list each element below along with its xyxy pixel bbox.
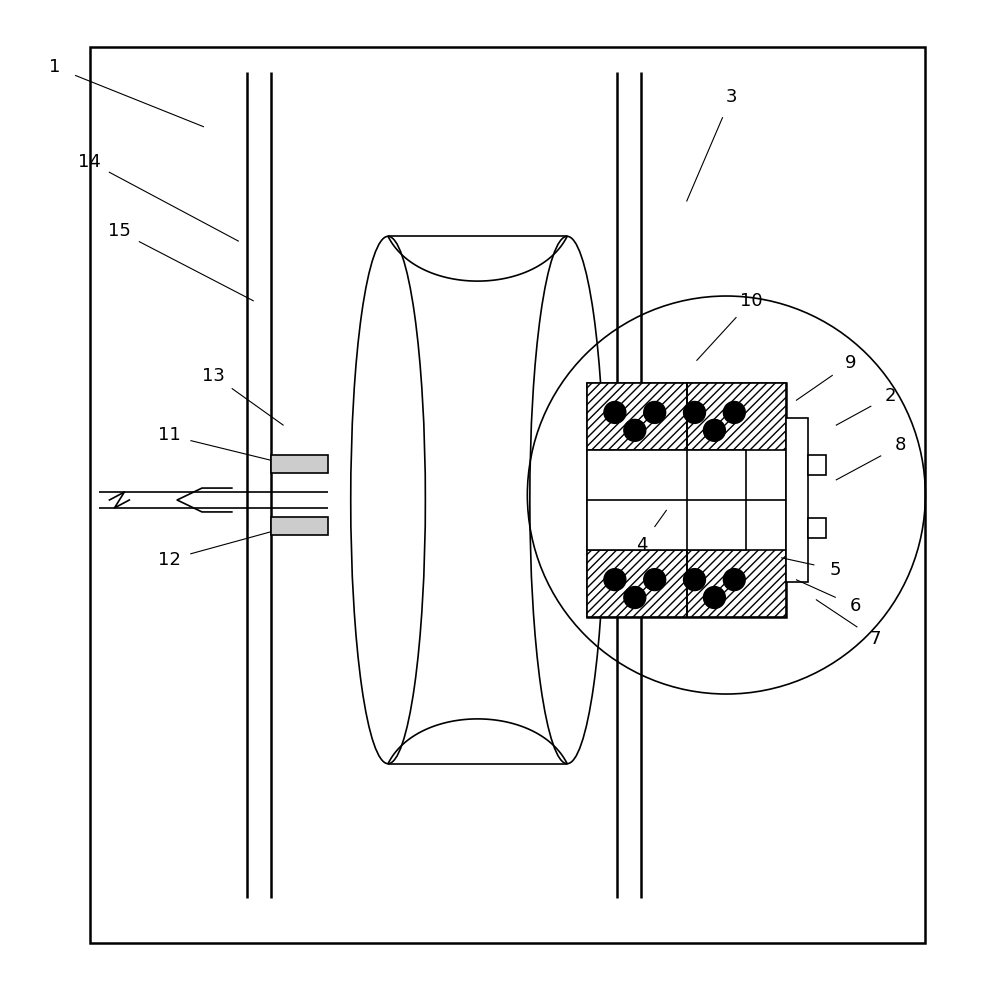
- Circle shape: [683, 401, 705, 423]
- Circle shape: [623, 587, 645, 608]
- Bar: [785, 418, 807, 582]
- Text: 12: 12: [158, 551, 180, 569]
- Text: 4: 4: [635, 536, 647, 554]
- Circle shape: [643, 569, 665, 591]
- Text: 6: 6: [849, 597, 861, 615]
- Text: 3: 3: [725, 88, 737, 106]
- Bar: [586, 450, 746, 550]
- Circle shape: [603, 401, 625, 423]
- Circle shape: [723, 401, 745, 423]
- Bar: [89, 47, 924, 943]
- Bar: [686, 383, 785, 450]
- Text: 15: 15: [108, 222, 130, 240]
- Text: 2: 2: [884, 387, 896, 405]
- Text: 11: 11: [158, 426, 180, 444]
- Bar: [586, 383, 686, 450]
- Circle shape: [683, 569, 705, 591]
- Circle shape: [703, 587, 725, 608]
- Text: 13: 13: [203, 367, 225, 385]
- Bar: [270, 517, 328, 535]
- Bar: [270, 455, 328, 473]
- Bar: [807, 455, 825, 475]
- Circle shape: [623, 419, 645, 441]
- Text: 7: 7: [869, 630, 881, 648]
- Bar: [807, 518, 825, 538]
- Bar: [586, 383, 785, 617]
- Circle shape: [703, 419, 725, 441]
- Text: 10: 10: [740, 292, 761, 310]
- Ellipse shape: [350, 236, 425, 764]
- Text: 14: 14: [79, 153, 100, 171]
- Text: 1: 1: [49, 58, 61, 76]
- Text: 8: 8: [894, 436, 906, 454]
- Circle shape: [723, 569, 745, 591]
- Bar: [586, 550, 686, 617]
- Text: 5: 5: [829, 561, 841, 579]
- Circle shape: [643, 401, 665, 423]
- Bar: [686, 550, 785, 617]
- Ellipse shape: [529, 236, 603, 764]
- Text: 9: 9: [844, 354, 856, 372]
- Circle shape: [603, 569, 625, 591]
